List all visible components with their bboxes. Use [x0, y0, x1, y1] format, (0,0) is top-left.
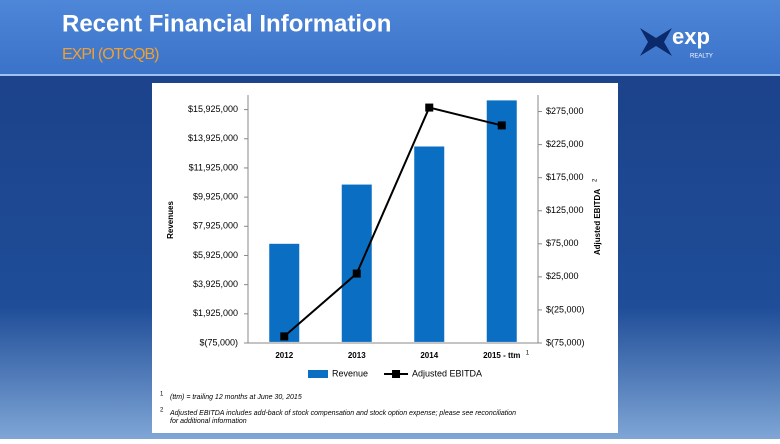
y-axis-label: Revenues	[166, 201, 175, 239]
legend-swatch	[308, 370, 328, 378]
legend-label: Revenue	[332, 368, 368, 378]
slide-title: Recent Financial Information	[62, 10, 391, 37]
line-marker	[280, 332, 289, 341]
footnote: Adjusted EBITDA includes add-back of sto…	[169, 410, 516, 417]
x-tick-label: 2012	[275, 351, 293, 360]
y2-tick-label: $75,000	[546, 238, 579, 248]
y-tick-label: $5,925,000	[193, 250, 238, 260]
y2-tick-label: $(75,000)	[546, 337, 585, 347]
logo-text: exp	[672, 24, 710, 49]
y2-axis-label: Adjusted EBITDA	[593, 189, 602, 255]
y-tick-label: $7,925,000	[193, 221, 238, 231]
bar	[341, 184, 372, 342]
line	[283, 106, 502, 338]
footnote-mark: 1	[160, 392, 164, 398]
y-tick-label: $3,925,000	[193, 279, 238, 289]
y2-tick-label: $125,000	[546, 205, 584, 215]
y-tick-label: $1,925,000	[193, 308, 238, 318]
footnote: (ttm) = trailing 12 months at June 30, 2…	[170, 394, 302, 401]
footnote-mark: 2	[160, 408, 164, 414]
logo: exp REALTY	[640, 24, 713, 60]
y-tick-label: $9,925,000	[193, 191, 238, 201]
bar	[269, 243, 300, 342]
footnote: for additional information	[170, 418, 247, 425]
y-tick-label: $15,925,000	[188, 104, 238, 114]
logo-subtext: REALTY	[690, 54, 713, 60]
line-marker	[497, 121, 506, 130]
y-tick-label: $13,925,000	[188, 133, 238, 143]
logo-shape	[640, 28, 672, 56]
y-tick-label: $11,925,000	[189, 162, 238, 172]
y2-tick-label: $25,000	[546, 271, 579, 281]
legend-swatch	[392, 370, 401, 378]
x-tick-label: 2015 - ttm	[483, 351, 520, 360]
y2-tick-label: $225,000	[546, 139, 584, 149]
y2-tick-label: $275,000	[546, 106, 584, 116]
y-tick-label: $(75,000)	[199, 337, 238, 347]
y2-tick-label: $(25,000)	[546, 304, 585, 314]
legend-label: Adjusted EBITDA	[412, 368, 482, 378]
line-marker	[425, 103, 434, 112]
bar	[414, 146, 445, 342]
x-tick-label: 2013	[348, 351, 366, 360]
slide-subtitle: EXPI (OTCQB)	[62, 46, 159, 63]
y2-tick-label: $175,000	[546, 172, 584, 182]
line-marker	[352, 269, 361, 278]
x-tick-note: 1	[526, 351, 530, 357]
bar	[486, 100, 517, 342]
y2-axis-label-note: 2	[593, 178, 599, 182]
x-tick-label: 2014	[420, 351, 438, 360]
